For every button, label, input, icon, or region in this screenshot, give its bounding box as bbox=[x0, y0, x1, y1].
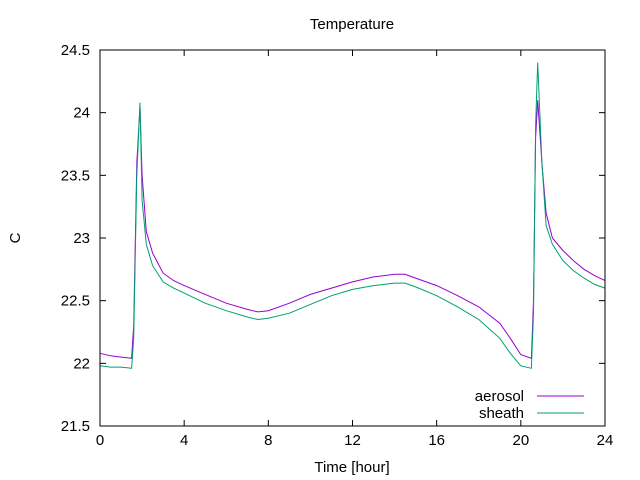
x-tick-label: 24 bbox=[597, 432, 614, 449]
x-tick-label: 0 bbox=[96, 432, 104, 449]
y-tick-label: 23 bbox=[73, 230, 90, 247]
y-tick-label: 22 bbox=[73, 355, 90, 372]
y-tick-label: 24 bbox=[73, 105, 90, 122]
x-tick-label: 8 bbox=[264, 432, 272, 449]
x-tick-label: 20 bbox=[512, 432, 529, 449]
x-tick-label: 16 bbox=[428, 432, 445, 449]
series-line-aerosol bbox=[99, 100, 606, 359]
x-axis-title: Time [hour] bbox=[314, 459, 389, 476]
plot-frame bbox=[99, 49, 606, 427]
x-axis: 0 4 8 12 16 20 24 bbox=[96, 50, 614, 449]
plot-area bbox=[99, 62, 606, 369]
y-tick-label: 24.5 bbox=[61, 42, 90, 59]
y-tick-label: 23.5 bbox=[61, 167, 90, 184]
series-line-sheath bbox=[99, 62, 606, 369]
y-tick-label: 22.5 bbox=[61, 293, 90, 310]
x-tick-label: 12 bbox=[344, 432, 361, 449]
y-axis-title: C bbox=[7, 232, 24, 243]
chart-title: Temperature bbox=[310, 16, 394, 33]
legend-label-sheath: sheath bbox=[479, 405, 524, 422]
legend-label-aerosol: aerosol bbox=[475, 388, 524, 405]
y-axis: 21.5 22 22.5 23 23.5 24 24.5 bbox=[61, 42, 605, 435]
y-tick-label: 21.5 bbox=[61, 418, 90, 435]
x-tick-label: 4 bbox=[180, 432, 188, 449]
